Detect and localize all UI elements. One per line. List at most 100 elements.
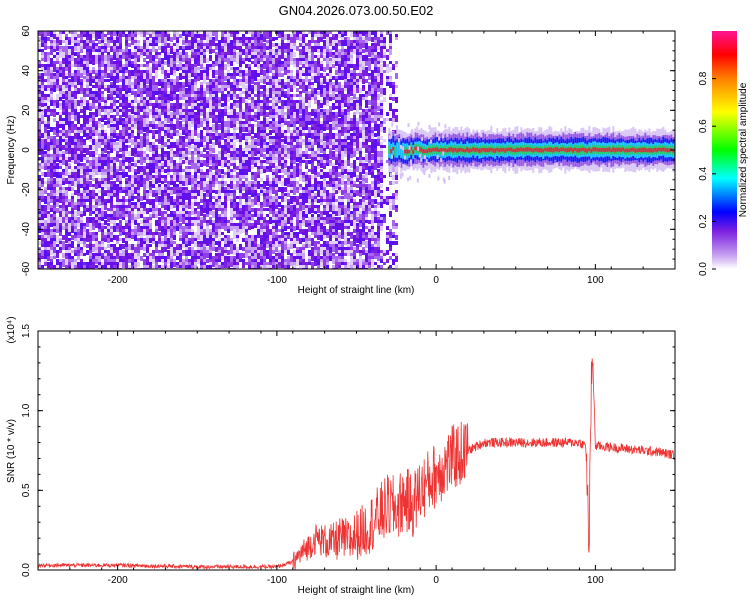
heatmap-cell [164,70,167,76]
heatmap-cell [212,166,215,170]
heatmap-cell [254,133,257,138]
heatmap-cell [164,235,167,239]
heatmap-cell [59,40,62,45]
heatmap-cell [98,142,101,148]
heatmap-cell [41,91,44,94]
heatmap-cell [116,172,119,177]
heatmap-cell [125,229,128,234]
heatmap-cell [131,229,134,233]
heatmap-cell [269,121,272,124]
heatmap-cell [80,115,83,118]
heatmap-cell [128,37,131,41]
heatmap-cell [122,226,125,231]
heatmap-cell [164,178,167,183]
heatmap-cell [221,178,224,182]
heatmap-cell [230,133,233,137]
heatmap-cell [269,58,272,61]
heatmap-cell [230,208,233,212]
heatmap-cell [248,196,251,200]
heatmap-cell [65,217,68,220]
heatmap-cell [260,151,263,155]
heatmap-cell [44,100,47,105]
heatmap-cell [134,175,137,180]
heatmap-cell [68,154,71,157]
heatmap-cell [227,241,230,245]
heatmap-cell [161,94,164,100]
heatmap-cell [104,88,107,91]
heatmap-cell [71,172,74,177]
heatmap-cell [110,211,113,215]
heatmap-cell [248,40,251,44]
heatmap-cell [107,124,110,128]
heatmap-cell [155,214,158,218]
heatmap-cell [155,166,158,170]
heatmap-cell [143,46,146,49]
heatmap-cell [230,136,233,140]
heatmap-cell [47,106,50,109]
heatmap-cell [155,193,158,198]
heatmap-cell [107,226,110,231]
heatmap-cell [164,190,167,195]
heatmap-cell [119,49,122,53]
heatmap-cell [239,223,242,229]
heatmap-cell [86,265,89,269]
heatmap-cell [122,190,125,193]
heatmap-cell [173,85,176,88]
heatmap-cell [200,106,203,111]
heatmap-cell [260,67,263,71]
heatmap-cell [155,31,158,35]
heatmap-cell [245,244,248,247]
heatmap-cell [119,67,122,70]
heatmap-cell [137,208,140,211]
heatmap-cell [143,64,146,67]
heatmap-cell [176,148,179,152]
heatmap-cell [218,217,221,222]
heatmap-cell [155,55,158,59]
heatmap-cell [221,70,224,76]
heatmap-cell [152,253,155,258]
heatmap-cell [140,145,143,150]
heatmap-cell [272,259,275,263]
heatmap-cell [38,112,41,116]
heatmap-cell [239,193,242,197]
heatmap-cell [101,169,104,172]
heatmap-cell [155,115,158,120]
heatmap-cell [188,100,191,103]
heatmap-cell [164,223,167,227]
heatmap-cell [143,37,146,42]
heatmap-cell [38,82,41,85]
heatmap-cell [269,259,272,262]
heatmap-cell [137,145,140,150]
heatmap-cell [248,247,251,251]
heatmap-cell [164,49,167,53]
heatmap-cell [50,247,53,251]
heatmap-cell [110,235,113,239]
heatmap-cell [86,232,89,236]
heatmap-cell [224,106,227,109]
heatmap-cell [272,37,275,41]
heatmap-cell [143,178,146,184]
heatmap-cell [83,223,86,227]
heatmap-cell [101,106,104,109]
heatmap-cell [140,226,143,230]
heatmap-cell [227,52,230,57]
heatmap-cell [230,223,233,227]
heatmap-cell [83,34,86,37]
heatmap-cell [71,205,74,210]
heatmap-cell [164,151,167,154]
heatmap-cell [107,232,110,236]
heatmap-cell [116,217,119,220]
heatmap-cell [251,118,254,121]
heatmap-cell [56,37,59,40]
heatmap-cell [173,220,176,225]
heatmap-cell [263,265,266,268]
heatmap-cell [59,34,62,40]
heatmap-cell [233,151,236,155]
heatmap-cell [134,97,137,100]
heatmap-cell [59,223,62,227]
heatmap-cell [215,214,218,220]
heatmap-cell [233,34,236,39]
heatmap-cell [272,100,275,103]
heatmap-cell [182,193,185,196]
heatmap-cell [200,64,203,69]
